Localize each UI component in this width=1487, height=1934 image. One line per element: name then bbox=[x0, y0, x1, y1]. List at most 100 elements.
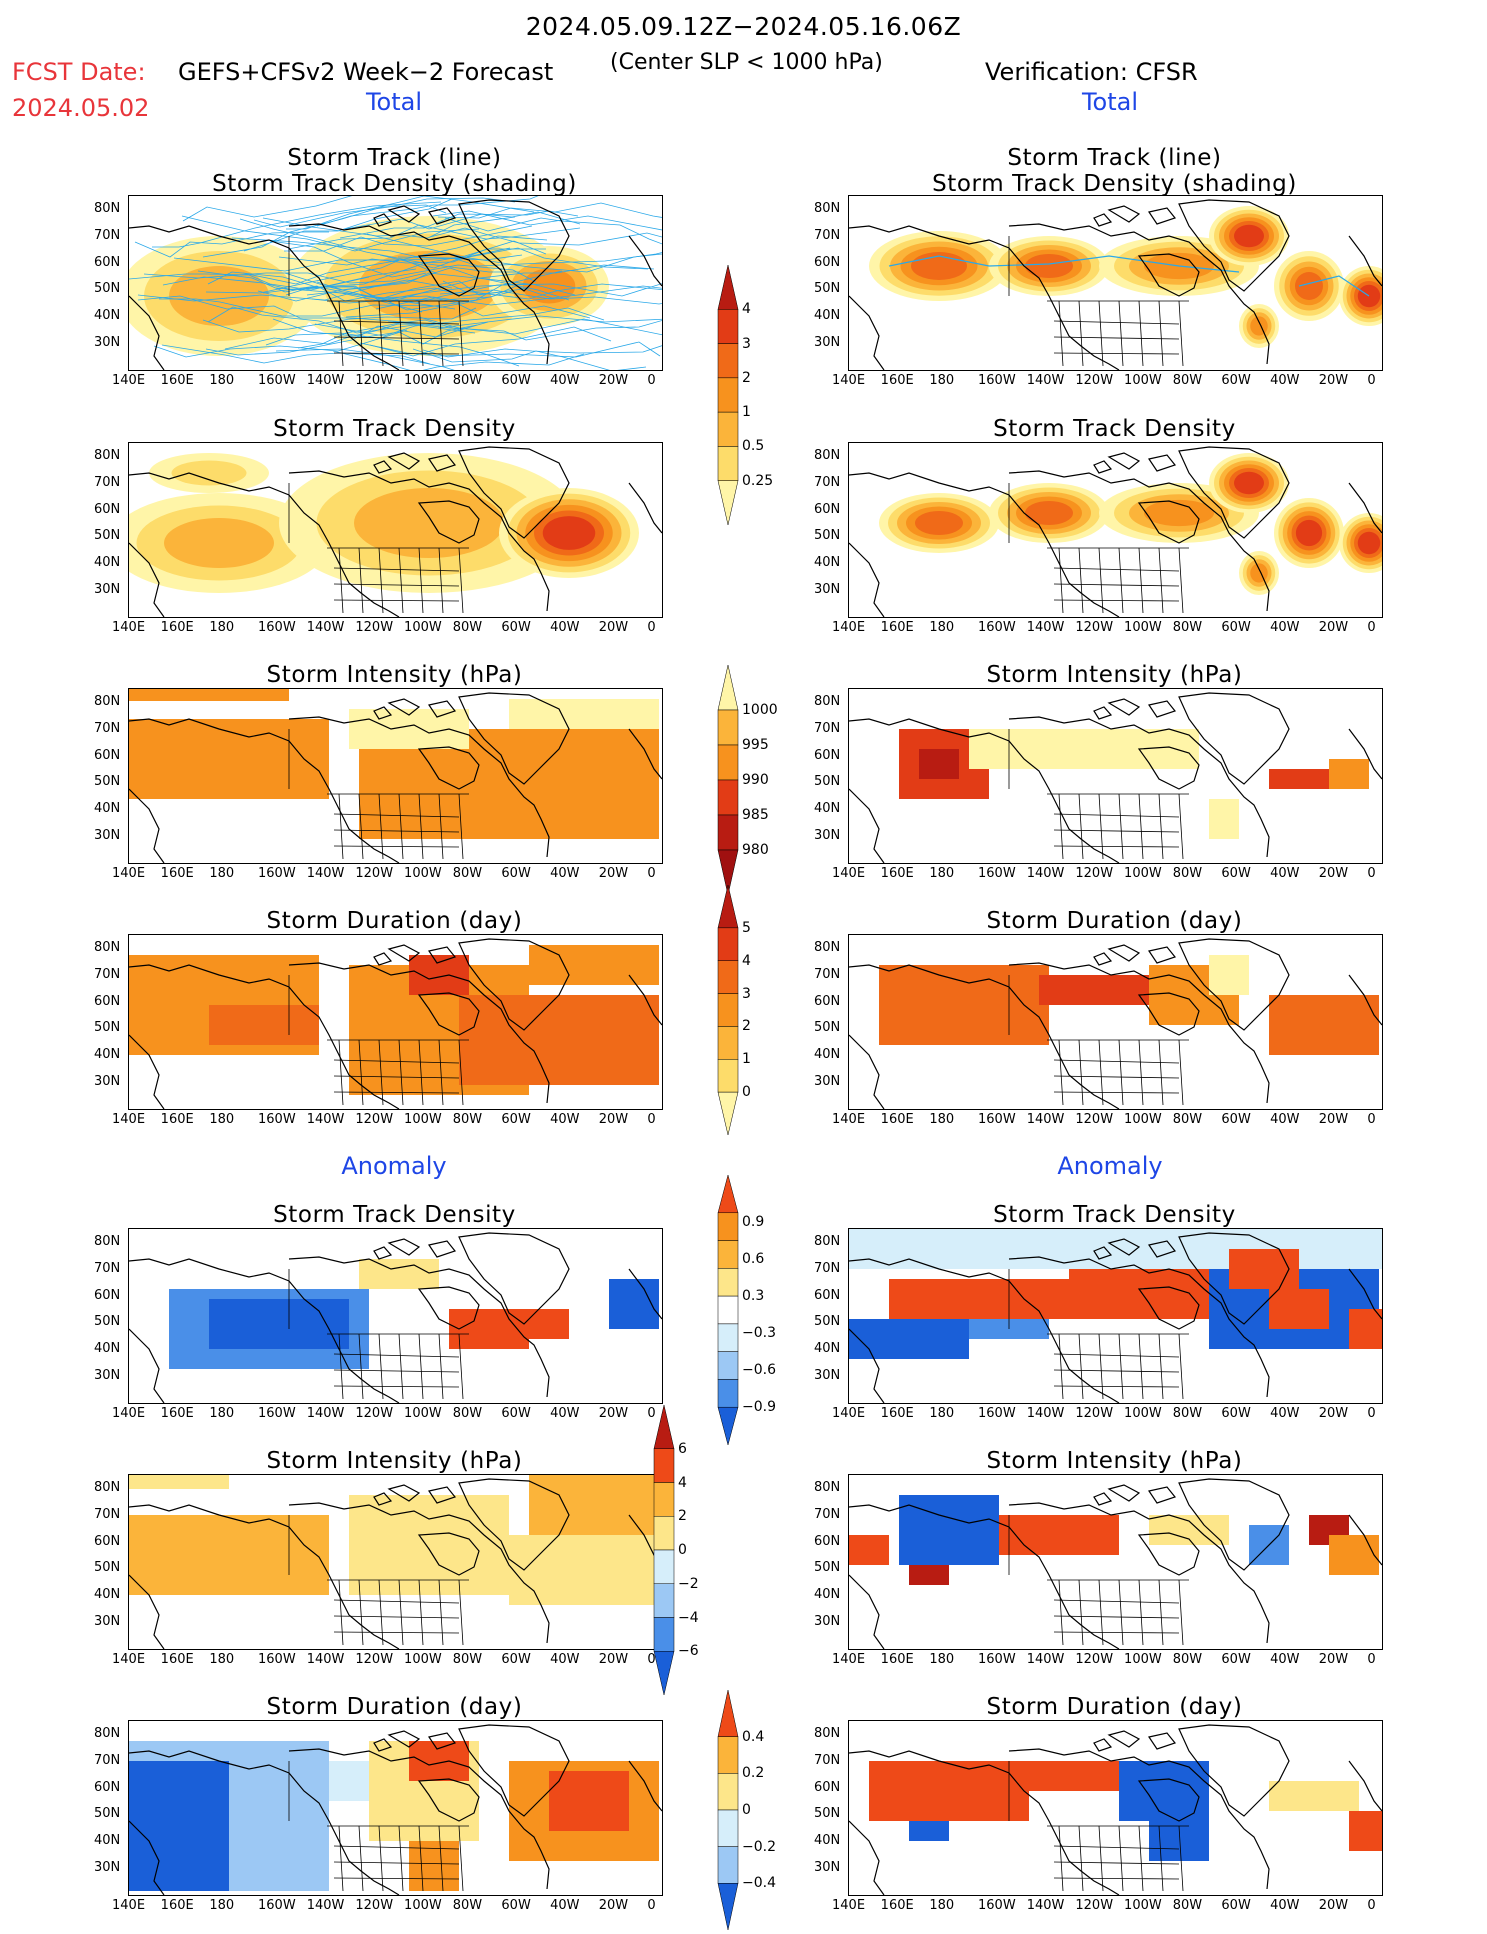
lat-tick-label: 70N bbox=[814, 1752, 841, 1768]
colorbar-label: −0.9 bbox=[742, 1399, 776, 1416]
lon-tick-label: 120W bbox=[355, 1898, 394, 1913]
lat-tick-label: 50N bbox=[814, 1314, 841, 1330]
panel-title: Storm Intensity (hPa) bbox=[266, 662, 523, 688]
colorbar-label: 2 bbox=[678, 1508, 687, 1525]
lon-tick-label: 120W bbox=[1075, 620, 1114, 635]
lon-tick-label: 100W bbox=[404, 1406, 442, 1421]
colorbar-label: 4 bbox=[678, 1474, 687, 1491]
lat-tick-label: 60N bbox=[94, 747, 121, 763]
lon-tick-label: 120W bbox=[1075, 373, 1114, 388]
coastline bbox=[849, 1724, 1382, 1895]
lon-tick-label: 180 bbox=[929, 620, 955, 635]
lat-tick-label: 30N bbox=[94, 1073, 121, 1089]
lat-tick-label: 30N bbox=[94, 827, 121, 843]
lon-tick-label: 80W bbox=[1172, 1898, 1203, 1913]
lon-tick-label: 140W bbox=[1026, 373, 1065, 388]
colorbar-label: −4 bbox=[678, 1609, 699, 1626]
panel-title: Storm Duration (day) bbox=[986, 908, 1243, 934]
lon-tick-label: 180 bbox=[929, 1112, 955, 1127]
lon-tick-label: 80W bbox=[1172, 866, 1203, 881]
lon-tick-label: 100W bbox=[404, 866, 442, 881]
panel-title: Storm Track Density (shading) bbox=[212, 171, 577, 197]
lat-tick-label: 80N bbox=[814, 694, 841, 709]
lon-tick-label: 140W bbox=[306, 373, 345, 388]
lat-tick-label: 80N bbox=[814, 1480, 841, 1495]
lat-tick-label: 70N bbox=[94, 474, 121, 490]
colorbar-label: −0.4 bbox=[742, 1875, 776, 1892]
lat-tick-label: 80N bbox=[94, 694, 121, 709]
coastline bbox=[849, 446, 1382, 617]
lon-tick-label: 40W bbox=[550, 1898, 580, 1913]
colorbar-label: −2 bbox=[678, 1575, 699, 1592]
lat-tick-label: 30N bbox=[814, 1613, 841, 1629]
lat-tick-label: 40N bbox=[814, 1833, 841, 1849]
lat-tick-label: 60N bbox=[94, 1287, 121, 1303]
colorbar-label: 0.6 bbox=[742, 1251, 765, 1268]
lon-tick-label: 160E bbox=[880, 1652, 914, 1667]
lon-tick-label: 80W bbox=[452, 1898, 483, 1913]
lon-tick-label: 0 bbox=[647, 1652, 656, 1667]
lat-tick-label: 50N bbox=[814, 1560, 841, 1576]
lon-tick-label: 0 bbox=[1367, 1112, 1376, 1127]
lon-tick-label: 160E bbox=[160, 373, 194, 388]
coastline bbox=[849, 1478, 1382, 1649]
lon-tick-label: 40W bbox=[550, 866, 580, 881]
lon-tick-label: 20W bbox=[598, 1898, 629, 1913]
lon-tick-label: 120W bbox=[1075, 1652, 1114, 1667]
shading bbox=[869, 206, 1382, 348]
shading bbox=[849, 1229, 1382, 1359]
lon-tick-label: 140E bbox=[832, 620, 866, 635]
colorbar-label: 3 bbox=[742, 985, 751, 1002]
lon-tick-label: 40W bbox=[550, 620, 580, 635]
lon-tick-label: 100W bbox=[1124, 866, 1162, 881]
lat-tick-label: 30N bbox=[94, 1613, 121, 1629]
shading bbox=[879, 955, 1379, 1055]
colorbar-label: 6 bbox=[678, 1440, 687, 1457]
lon-tick-label: 80W bbox=[1172, 373, 1203, 388]
state-borders bbox=[1008, 1269, 1189, 1400]
lat-tick-label: 60N bbox=[94, 254, 121, 270]
lat-tick-label: 70N bbox=[814, 1506, 841, 1522]
lon-tick-label: 100W bbox=[1124, 1406, 1162, 1421]
lon-tick-label: 60W bbox=[501, 1652, 531, 1667]
verification-text: Verification: CFSR bbox=[985, 58, 1198, 86]
lat-tick-label: 40N bbox=[94, 1833, 121, 1849]
lon-tick-label: 80W bbox=[1172, 620, 1203, 635]
map-area bbox=[848, 195, 1383, 371]
colorbar-label: 2 bbox=[742, 369, 751, 386]
lon-tick-label: 40W bbox=[1270, 1406, 1300, 1421]
lat-tick-label: 60N bbox=[94, 1533, 121, 1549]
state-borders bbox=[1008, 236, 1189, 367]
lon-tick-label: 160W bbox=[258, 1898, 296, 1913]
lat-tick-label: 60N bbox=[814, 1779, 841, 1795]
lon-tick-label: 140W bbox=[1026, 620, 1065, 635]
lon-tick-label: 100W bbox=[404, 620, 442, 635]
lon-tick-label: 60W bbox=[1221, 1898, 1251, 1913]
state-borders bbox=[288, 483, 469, 614]
colorbar-label: 0.4 bbox=[742, 1728, 765, 1745]
colorbar-duration-anom: 0.4 0.2 0 −0.2 −0.4 bbox=[716, 1689, 776, 1934]
lat-tick-label: 30N bbox=[814, 1367, 841, 1383]
lon-tick-label: 20W bbox=[598, 1652, 629, 1667]
lon-tick-label: 100W bbox=[1124, 620, 1162, 635]
colorbar-label: 0 bbox=[742, 1802, 751, 1818]
lon-tick-label: 0 bbox=[1367, 1898, 1376, 1913]
lon-tick-label: 140W bbox=[1026, 1406, 1065, 1421]
lon-tick-label: 0 bbox=[647, 373, 656, 388]
lon-tick-label: 120W bbox=[1075, 1406, 1114, 1421]
panel-title: Storm Track Density (shading) bbox=[932, 171, 1297, 197]
lon-tick-label: 0 bbox=[647, 866, 656, 881]
state-borders bbox=[288, 1269, 469, 1400]
lat-tick-label: 60N bbox=[814, 747, 841, 763]
shading bbox=[879, 453, 1382, 595]
lon-tick-label: 160E bbox=[880, 1112, 914, 1127]
lon-tick-label: 160W bbox=[978, 373, 1016, 388]
map-area bbox=[848, 688, 1383, 864]
lon-tick-label: 180 bbox=[209, 373, 235, 388]
lon-tick-label: 140W bbox=[1026, 866, 1065, 881]
map-area bbox=[128, 688, 663, 864]
coastline bbox=[129, 446, 662, 617]
lon-tick-label: 140E bbox=[112, 1112, 146, 1127]
lon-tick-label: 40W bbox=[550, 1652, 580, 1667]
lon-tick-label: 140E bbox=[112, 1652, 146, 1667]
